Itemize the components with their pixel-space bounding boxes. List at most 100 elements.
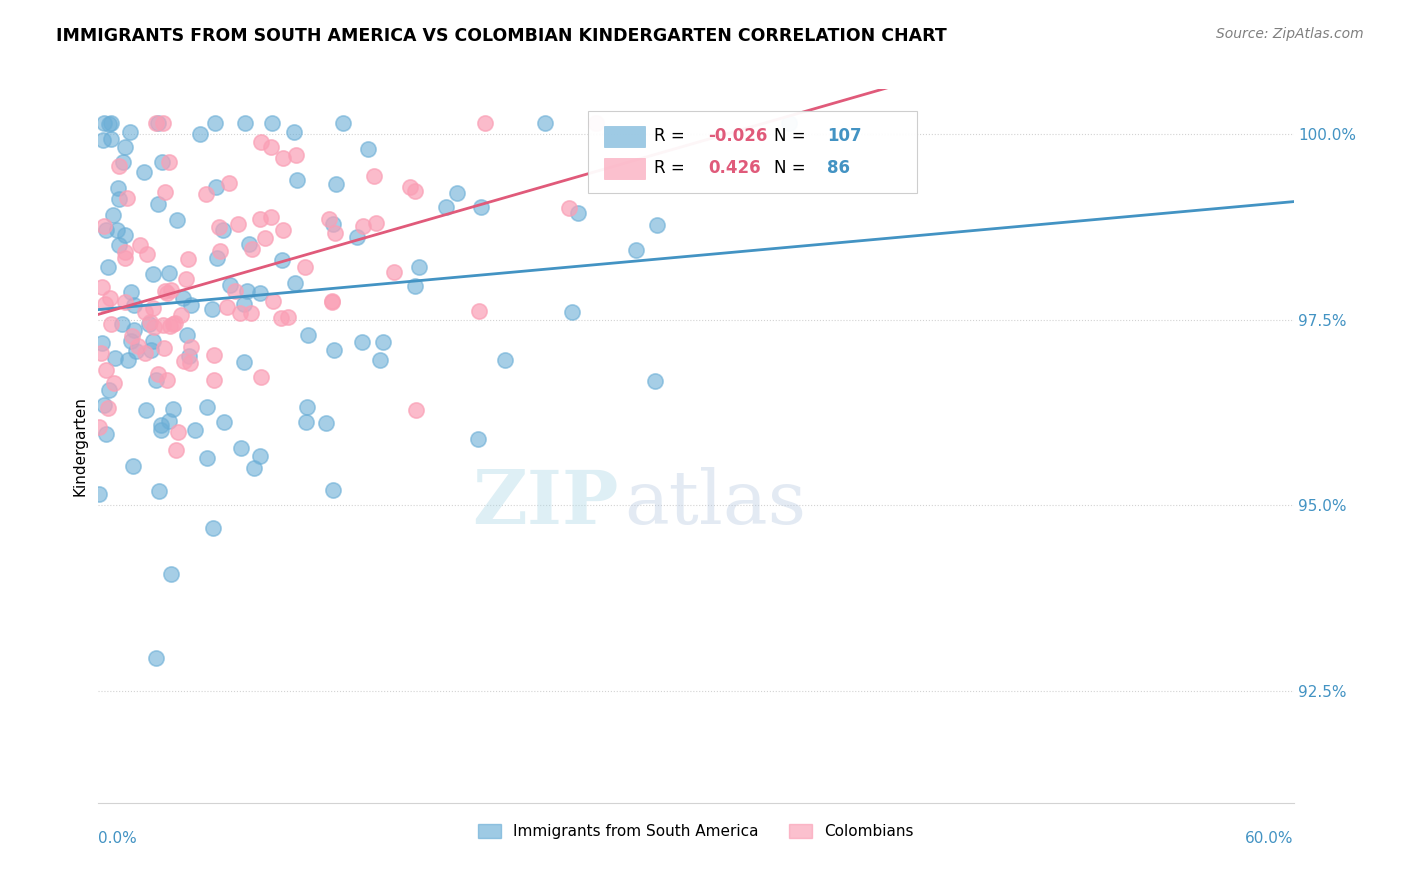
Point — [114, 244, 136, 259]
Point — [284, 276, 307, 290]
Point — [260, 115, 283, 129]
Point — [167, 425, 190, 439]
Point — [148, 368, 170, 382]
Point — [322, 218, 344, 232]
Point — [170, 308, 193, 322]
Point — [159, 319, 181, 334]
Point — [567, 206, 589, 220]
Point — [260, 139, 283, 153]
Y-axis label: Kindergarten: Kindergarten — [72, 396, 87, 496]
Point — [111, 317, 134, 331]
Point — [204, 115, 226, 129]
Point — [214, 415, 236, 429]
Point — [408, 260, 430, 274]
Point — [142, 267, 165, 281]
Point — [143, 320, 166, 334]
Point — [98, 383, 121, 397]
Point — [467, 432, 489, 446]
Point — [382, 265, 405, 279]
Point — [145, 650, 167, 665]
Point — [249, 212, 271, 227]
Point — [120, 125, 142, 139]
Point — [470, 200, 492, 214]
Point — [202, 521, 225, 535]
Point — [114, 140, 136, 154]
Point — [93, 115, 115, 129]
Point — [205, 251, 228, 265]
Point — [434, 200, 457, 214]
Point — [218, 177, 240, 191]
Point — [273, 151, 295, 165]
Point — [229, 306, 252, 320]
Point — [270, 310, 292, 325]
Point — [152, 155, 174, 169]
Point — [294, 260, 316, 274]
Point — [146, 115, 169, 129]
Point — [262, 294, 284, 309]
Point — [153, 186, 176, 200]
Point — [195, 400, 218, 414]
Point — [114, 227, 136, 242]
Point — [208, 220, 231, 235]
Point — [236, 284, 259, 298]
Point — [297, 327, 319, 342]
Point — [287, 173, 309, 187]
Text: -0.026: -0.026 — [709, 127, 768, 145]
Point — [122, 298, 145, 312]
Point — [404, 278, 426, 293]
Point — [114, 252, 136, 266]
Point — [325, 177, 347, 191]
Text: R =: R = — [654, 127, 690, 145]
Point — [321, 294, 343, 309]
Point — [103, 376, 125, 390]
Point — [121, 328, 143, 343]
Point — [205, 179, 228, 194]
Point — [179, 356, 201, 370]
Point — [231, 441, 253, 455]
Point — [93, 219, 115, 234]
Point — [534, 115, 557, 129]
Point — [561, 305, 583, 319]
Point — [117, 352, 139, 367]
Point — [104, 351, 127, 365]
Point — [162, 317, 184, 331]
Point — [150, 418, 173, 433]
Point — [155, 373, 177, 387]
Point — [159, 283, 181, 297]
Point — [166, 213, 188, 227]
Point — [271, 253, 294, 268]
Point — [90, 279, 112, 293]
Point — [153, 284, 176, 298]
Point — [94, 223, 117, 237]
Text: N =: N = — [773, 159, 810, 177]
Text: 60.0%: 60.0% — [1246, 831, 1294, 847]
Point — [321, 295, 343, 310]
Point — [353, 219, 375, 233]
Point — [90, 335, 112, 350]
Point — [157, 414, 180, 428]
Point — [357, 142, 380, 156]
Point — [212, 223, 235, 237]
Point — [97, 401, 120, 415]
Point — [94, 427, 117, 442]
Point — [195, 450, 218, 465]
Point — [249, 450, 271, 464]
FancyBboxPatch shape — [605, 158, 644, 179]
Point — [202, 349, 225, 363]
Point — [250, 369, 273, 384]
Point — [122, 458, 145, 473]
Text: N =: N = — [773, 127, 810, 145]
Point — [115, 191, 138, 205]
Point — [136, 247, 159, 261]
Point — [108, 192, 131, 206]
Point — [103, 208, 125, 222]
Point — [165, 443, 187, 458]
Point — [176, 328, 198, 343]
Point — [404, 185, 426, 199]
Point — [180, 297, 202, 311]
Point — [107, 181, 129, 195]
Point — [120, 334, 142, 348]
Point — [322, 483, 344, 498]
Text: atlas: atlas — [624, 467, 807, 540]
Point — [150, 424, 173, 438]
